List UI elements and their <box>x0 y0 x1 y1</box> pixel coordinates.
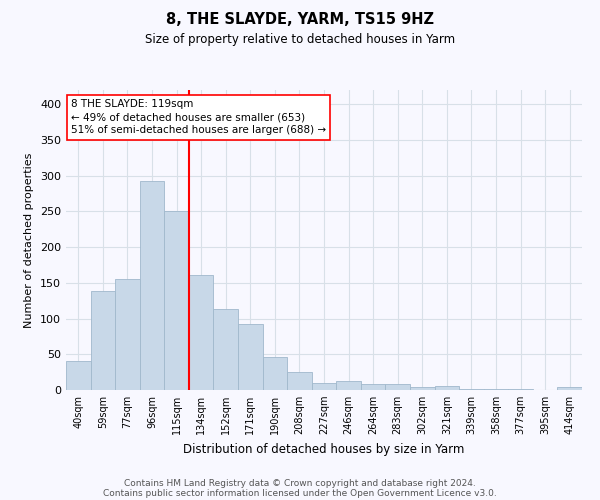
Bar <box>287 372 312 390</box>
Text: Contains public sector information licensed under the Open Government Licence v3: Contains public sector information licen… <box>103 488 497 498</box>
Bar <box>410 387 434 390</box>
Text: 8 THE SLAYDE: 119sqm
← 49% of detached houses are smaller (653)
51% of semi-deta: 8 THE SLAYDE: 119sqm ← 49% of detached h… <box>71 99 326 136</box>
Y-axis label: Number of detached properties: Number of detached properties <box>25 152 34 328</box>
Bar <box>66 362 91 390</box>
Bar <box>557 387 582 390</box>
Bar <box>263 357 287 390</box>
Bar <box>385 384 410 390</box>
Bar <box>214 310 238 390</box>
Bar <box>164 210 189 390</box>
Text: 8, THE SLAYDE, YARM, TS15 9HZ: 8, THE SLAYDE, YARM, TS15 9HZ <box>166 12 434 28</box>
Bar <box>434 386 459 390</box>
Text: Size of property relative to detached houses in Yarm: Size of property relative to detached ho… <box>145 32 455 46</box>
Bar <box>361 384 385 390</box>
Bar <box>189 275 214 390</box>
Bar <box>115 280 140 390</box>
Text: Contains HM Land Registry data © Crown copyright and database right 2024.: Contains HM Land Registry data © Crown c… <box>124 478 476 488</box>
Bar <box>238 324 263 390</box>
Bar <box>140 182 164 390</box>
X-axis label: Distribution of detached houses by size in Yarm: Distribution of detached houses by size … <box>184 442 464 456</box>
Bar <box>91 290 115 390</box>
Bar <box>312 383 336 390</box>
Bar <box>336 380 361 390</box>
